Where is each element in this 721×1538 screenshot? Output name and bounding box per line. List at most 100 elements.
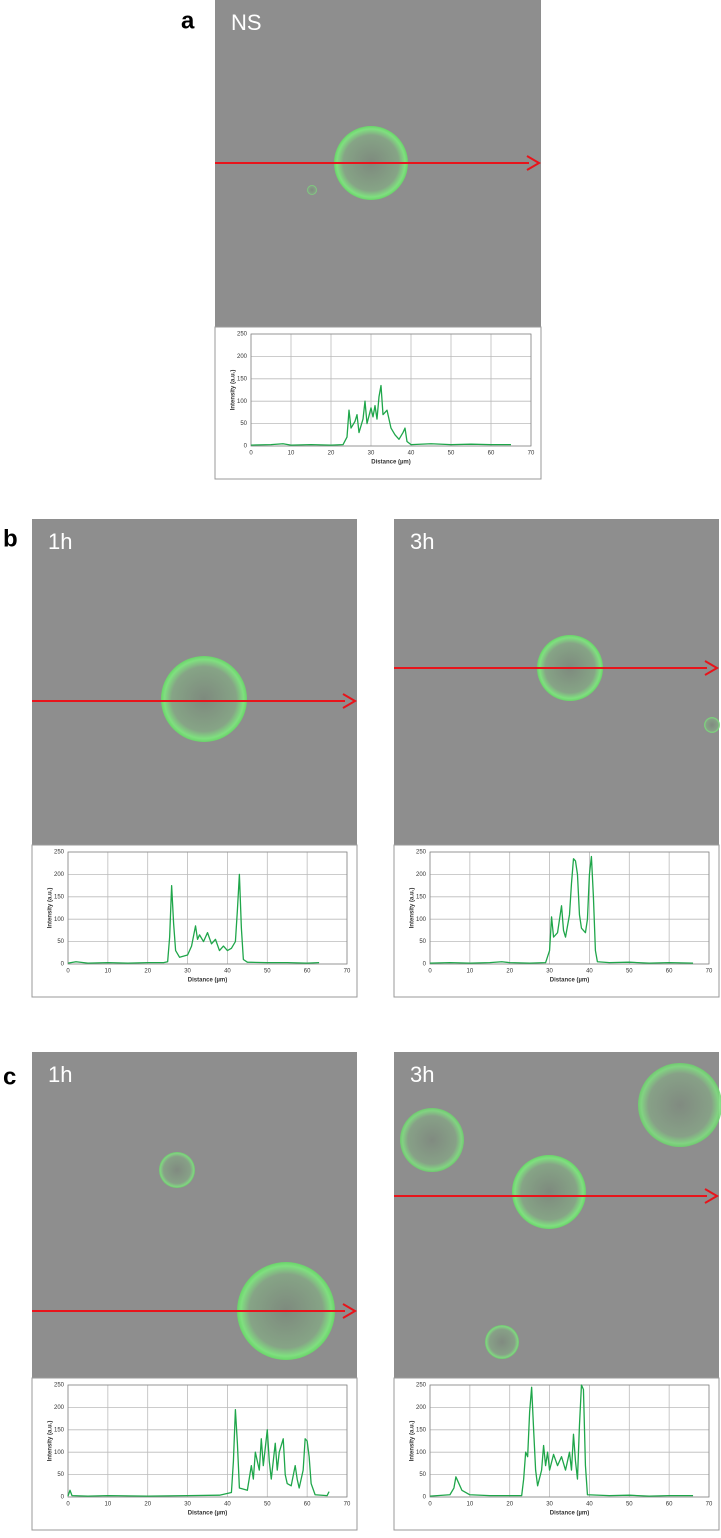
y-tick-label: 200: [54, 1405, 65, 1411]
plot-border: [250, 333, 532, 447]
x-tick-label: 20: [144, 1502, 151, 1508]
cell: [159, 1152, 195, 1188]
image-label: 1h: [48, 1062, 72, 1087]
y-tick-label: 100: [237, 399, 248, 405]
x-tick-label: 10: [105, 1502, 112, 1508]
chart-frame: [393, 844, 720, 998]
profile-line: [250, 384, 511, 446]
profile-line: [429, 855, 694, 964]
x-tick-label: 60: [304, 969, 311, 975]
y-axis-title: Intensity (a.u.): [410, 888, 416, 929]
y-tick-label: 150: [54, 1427, 65, 1433]
cell: [704, 717, 720, 733]
x-tick-label: 40: [408, 451, 415, 457]
y-tick-label: 150: [54, 894, 65, 900]
y-tick-label: 50: [419, 939, 426, 945]
y-tick-label: 0: [61, 962, 65, 968]
x-tick-label: 60: [304, 1502, 311, 1508]
y-tick-label: 250: [54, 850, 65, 856]
x-axis-title: Distance (µm): [550, 1511, 589, 1517]
x-tick-label: 70: [706, 1502, 713, 1508]
y-tick-label: 200: [416, 872, 427, 878]
x-tick-label: 50: [626, 969, 633, 975]
x-tick-label: 20: [328, 451, 335, 457]
cell: [485, 1325, 519, 1359]
x-tick-label: 70: [706, 969, 713, 975]
panel-letter: b: [3, 525, 18, 552]
cell: [307, 185, 317, 195]
y-tick-label: 50: [419, 1472, 426, 1478]
x-tick-label: 60: [666, 969, 673, 975]
x-tick-label: 30: [184, 1502, 191, 1508]
y-tick-label: 100: [416, 917, 427, 923]
plot-border: [429, 851, 710, 965]
x-tick-label: 50: [264, 969, 271, 975]
plot-border: [67, 851, 348, 965]
y-tick-label: 100: [416, 1450, 427, 1456]
y-tick-label: 0: [423, 1495, 427, 1501]
x-tick-label: 20: [506, 969, 513, 975]
y-axis-title: Intensity (a.u.): [410, 1421, 416, 1462]
panel-letter: a: [181, 7, 195, 34]
y-axis-title: Intensity (a.u.): [231, 370, 237, 411]
image-label: 1h: [48, 529, 72, 554]
y-tick-label: 200: [237, 354, 248, 360]
chart-frame: [31, 1377, 358, 1531]
chart-frame: [31, 844, 358, 998]
arrow-head: [342, 693, 357, 709]
x-tick-label: 0: [428, 1502, 432, 1508]
y-tick-label: 250: [416, 850, 427, 856]
x-tick-label: 0: [66, 1502, 70, 1508]
y-tick-label: 250: [237, 332, 248, 338]
x-tick-label: 0: [249, 451, 253, 457]
y-tick-label: 200: [416, 1405, 427, 1411]
y-axis-title: Intensity (a.u.): [48, 1421, 54, 1462]
x-tick-label: 40: [224, 969, 231, 975]
x-tick-label: 60: [666, 1502, 673, 1508]
x-tick-label: 50: [448, 451, 455, 457]
y-tick-label: 250: [416, 1383, 427, 1389]
x-axis-title: Distance (µm): [550, 978, 589, 984]
cell: [161, 656, 247, 742]
x-tick-label: 50: [626, 1502, 633, 1508]
arrow-head: [342, 1303, 357, 1319]
y-tick-label: 150: [416, 894, 427, 900]
chart-frame: [393, 1377, 720, 1531]
cell: [638, 1063, 721, 1147]
x-tick-label: 70: [528, 451, 535, 457]
x-tick-label: 0: [428, 969, 432, 975]
arrow-head: [704, 1188, 719, 1204]
x-tick-label: 20: [506, 1502, 513, 1508]
x-tick-label: 30: [184, 969, 191, 975]
y-tick-label: 50: [57, 1472, 64, 1478]
y-axis-title: Intensity (a.u.): [48, 888, 54, 929]
arrow-head: [704, 660, 719, 676]
x-tick-label: 70: [344, 1502, 351, 1508]
y-tick-label: 200: [54, 872, 65, 878]
x-tick-label: 10: [467, 969, 474, 975]
x-tick-label: 0: [66, 969, 70, 975]
profile-line: [67, 873, 320, 964]
y-tick-label: 0: [61, 1495, 65, 1501]
cell: [400, 1108, 464, 1172]
x-tick-label: 30: [368, 451, 375, 457]
x-axis-title: Distance (µm): [188, 1511, 227, 1517]
y-tick-label: 150: [237, 376, 248, 382]
x-tick-label: 30: [546, 1502, 553, 1508]
x-tick-label: 20: [144, 969, 151, 975]
y-tick-label: 100: [54, 1450, 65, 1456]
x-tick-label: 60: [488, 451, 495, 457]
x-tick-label: 70: [344, 969, 351, 975]
panel-letter: c: [3, 1063, 16, 1090]
y-tick-label: 100: [54, 917, 65, 923]
x-axis-title: Distance (µm): [371, 460, 410, 466]
x-tick-label: 10: [105, 969, 112, 975]
profile-line: [429, 1384, 694, 1497]
image-label: 3h: [410, 1062, 434, 1087]
x-tick-label: 40: [224, 1502, 231, 1508]
plot-border: [67, 1384, 348, 1498]
x-tick-label: 40: [586, 1502, 593, 1508]
x-tick-label: 50: [264, 1502, 271, 1508]
y-tick-label: 150: [416, 1427, 427, 1433]
